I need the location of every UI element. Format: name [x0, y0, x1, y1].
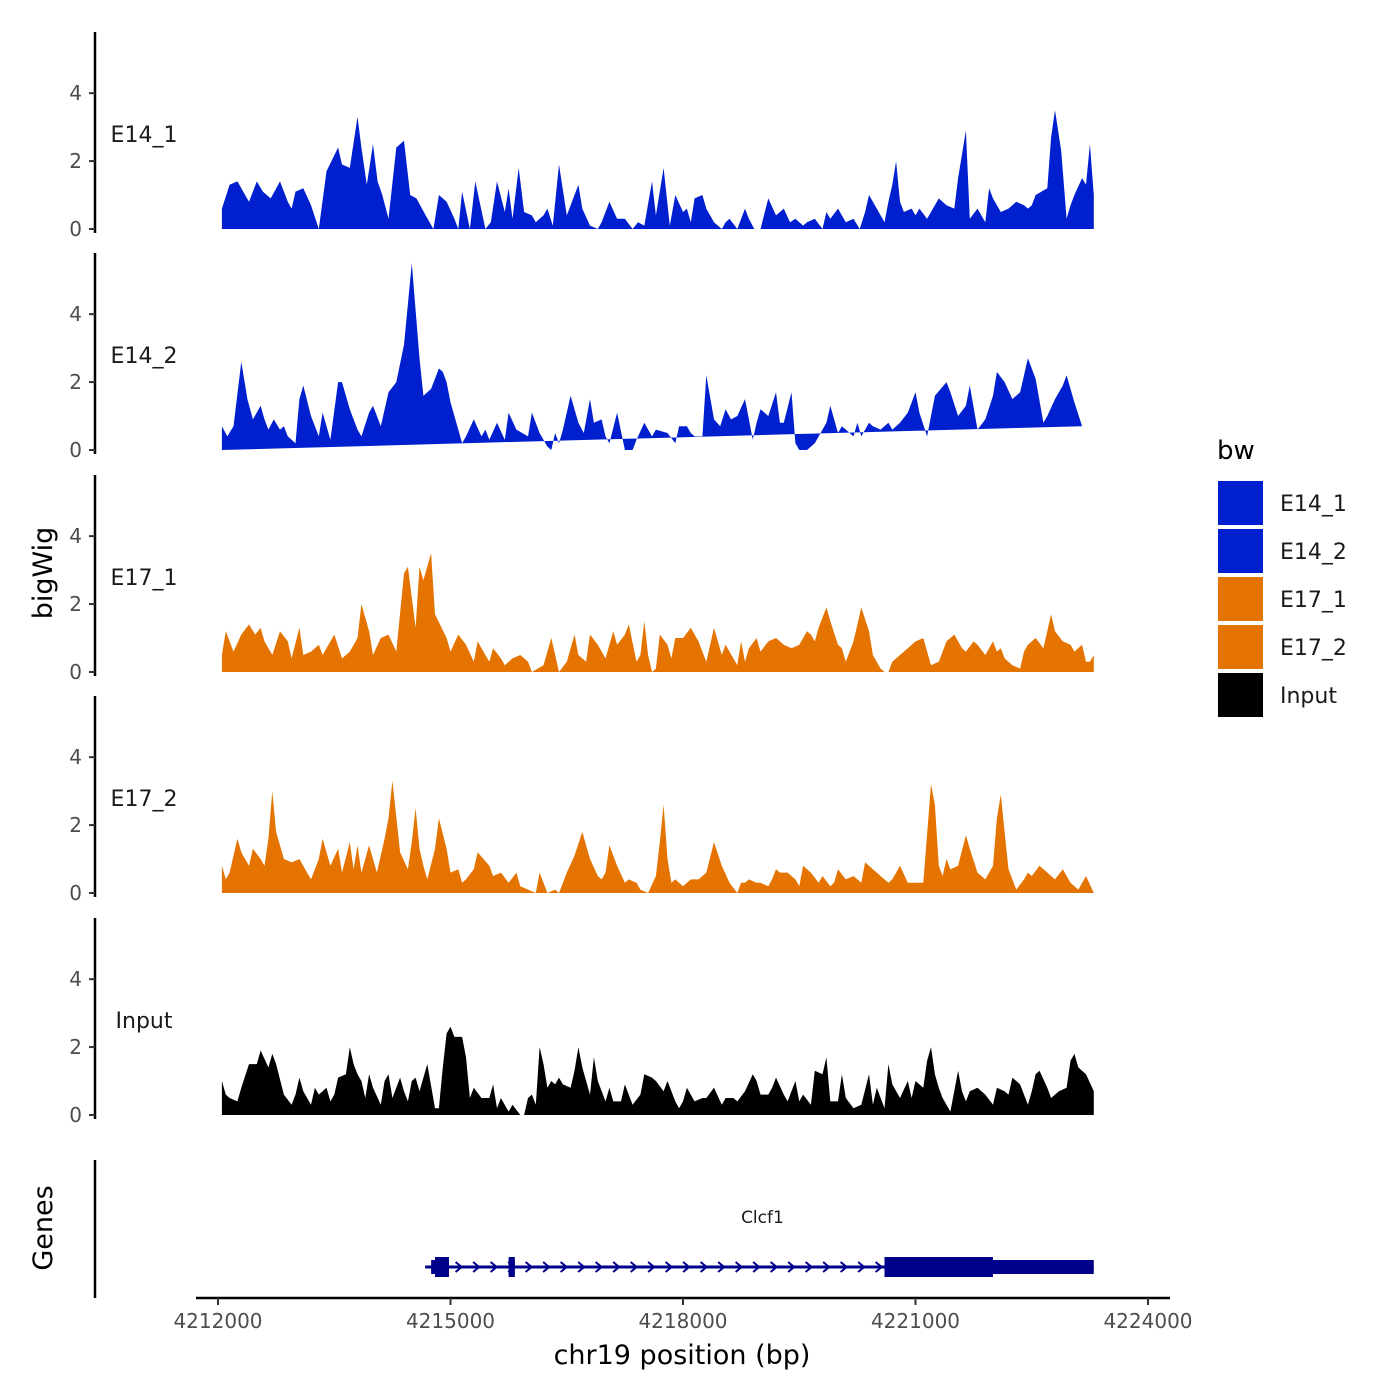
strand-arrow — [787, 1261, 796, 1273]
genes-axis-title: Genes — [28, 1185, 59, 1270]
strand-arrow — [734, 1261, 744, 1273]
tracks-layer: 0 2 4 E14_1 0 2 4 E14_2 0 2 4 E17_1 0 2 4 E17_2 0 2 4 Input — [69, 32, 1094, 1127]
legend-swatch-input — [1218, 673, 1263, 717]
genes-layer: Clcf1 — [93, 1160, 1094, 1298]
y-tick-label: 2 — [69, 370, 82, 394]
strand-arrow — [699, 1261, 709, 1273]
strand-arrow — [472, 1261, 481, 1273]
gene-cds — [884, 1257, 993, 1277]
y-tick-label: 0 — [69, 881, 82, 905]
y-tick-label: 0 — [69, 217, 82, 241]
y-tick-label: 2 — [69, 1035, 82, 1059]
coverage-area-e14_1 — [221, 110, 1094, 229]
track-panel-e14_1: 0 2 4 E14_1 — [69, 32, 1094, 241]
track-panel-e17_2: 0 2 4 E17_2 — [69, 696, 1094, 905]
y-tick-label: 4 — [69, 302, 82, 326]
y-tick-label: 4 — [69, 967, 82, 991]
strand-arrow — [752, 1261, 761, 1273]
gene-cds — [435, 1257, 449, 1277]
y-tick-label: 2 — [69, 592, 82, 616]
strand-arrow — [629, 1261, 639, 1273]
y-tick-label: 2 — [69, 813, 82, 837]
track-label: Input — [116, 1009, 173, 1034]
strand-arrow — [489, 1261, 499, 1273]
y-tick-label: 2 — [69, 149, 82, 173]
legend-swatch-e14_2 — [1218, 529, 1263, 573]
strand-arrow — [559, 1261, 569, 1273]
x-axis: 4212000 4215000 4218000 4221000 4224000 — [173, 1296, 1193, 1333]
strand-arrow — [612, 1261, 621, 1273]
legend-label: E14_1 — [1280, 492, 1347, 517]
coverage-area-e14_2 — [221, 263, 1083, 450]
track-label: E14_2 — [111, 344, 178, 369]
legend-label: E17_2 — [1280, 636, 1347, 661]
y-tick-label: 0 — [69, 438, 82, 462]
x-tick-label: 4212000 — [173, 1309, 262, 1333]
legend-swatch-e14_1 — [1218, 481, 1263, 525]
strand-arrow — [542, 1261, 551, 1273]
x-tick-label: 4218000 — [638, 1309, 727, 1333]
x-tick-label: 4215000 — [406, 1309, 495, 1333]
gene-label: Clcf1 — [741, 1208, 784, 1228]
y-tick-label: 4 — [69, 745, 82, 769]
x-tick-label: 4224000 — [1103, 1309, 1192, 1333]
y-tick-label: 0 — [69, 660, 82, 684]
track-label: E14_1 — [111, 123, 178, 148]
track-panel-e17_1: 0 2 4 E17_1 — [69, 475, 1094, 684]
track-label: E17_1 — [111, 566, 178, 591]
strand-arrow — [664, 1261, 674, 1273]
legend-title: bw — [1217, 436, 1255, 466]
y-tick-label: 0 — [69, 1103, 82, 1127]
y-axis-title: bigWig — [28, 527, 59, 620]
track-panel-e14_2: 0 2 4 E14_2 — [69, 253, 1083, 462]
strand-arrow — [769, 1261, 779, 1273]
coverage-area-e17_2 — [221, 780, 1094, 893]
y-tick-label: 4 — [69, 81, 82, 105]
y-tick-label: 4 — [69, 524, 82, 548]
strand-arrow — [804, 1261, 814, 1273]
strand-arrow — [857, 1261, 866, 1273]
legend-label: E14_2 — [1280, 540, 1347, 565]
legend-label: Input — [1280, 684, 1337, 709]
coverage-area-input — [221, 1026, 1094, 1115]
x-tick-label: 4221000 — [871, 1309, 960, 1333]
strand-arrow — [839, 1261, 849, 1273]
coverage-area-e17_1 — [221, 553, 1094, 672]
strand-arrow — [682, 1261, 691, 1273]
track-label: E17_2 — [111, 787, 178, 812]
track-panel-input: 0 2 4 Input — [69, 918, 1094, 1127]
legend: bw E14_1 E14_2 E17_1 E17_2 Input — [1217, 436, 1347, 717]
gene-cds — [508, 1257, 515, 1277]
gene-clcf1: Clcf1 — [425, 1208, 1094, 1277]
strand-arrow — [647, 1261, 656, 1273]
legend-label: E17_1 — [1280, 588, 1347, 613]
strand-arrow — [822, 1261, 831, 1273]
strand-arrow — [874, 1261, 884, 1273]
x-axis-title: chr19 position (bp) — [554, 1340, 811, 1371]
strand-arrow — [717, 1261, 726, 1273]
strand-arrow — [577, 1261, 586, 1273]
strand-arrow — [524, 1261, 534, 1273]
legend-swatch-e17_2 — [1218, 625, 1263, 669]
strand-arrow — [594, 1261, 604, 1273]
strand-arrow — [454, 1261, 464, 1273]
legend-swatch-e17_1 — [1218, 577, 1263, 621]
